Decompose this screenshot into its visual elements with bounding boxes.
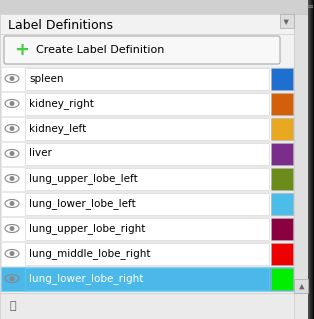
Bar	[271, 143, 293, 165]
Text: liver: liver	[29, 149, 52, 159]
Text: ◀: ◀	[298, 283, 304, 289]
Circle shape	[9, 126, 14, 131]
Circle shape	[9, 226, 14, 231]
Text: kidney_left: kidney_left	[29, 123, 86, 134]
Text: lung_upper_lobe_left: lung_upper_lobe_left	[29, 173, 138, 184]
Bar	[271, 218, 293, 240]
Bar	[1, 92, 293, 115]
Circle shape	[9, 201, 14, 206]
Bar	[271, 167, 293, 189]
Text: lung_middle_lobe_right: lung_middle_lobe_right	[29, 248, 150, 259]
Text: ≡: ≡	[306, 3, 313, 11]
Bar	[1, 266, 293, 291]
Bar	[271, 242, 293, 264]
Bar	[1, 167, 293, 190]
Text: +: +	[14, 41, 30, 59]
Text: ◀: ◀	[284, 18, 290, 24]
Text: lung_lower_lobe_right: lung_lower_lobe_right	[29, 273, 143, 284]
Bar	[1, 191, 293, 216]
Bar	[25, 242, 269, 264]
Bar	[25, 68, 269, 90]
Bar	[25, 117, 269, 139]
Bar	[1, 217, 293, 241]
Bar	[294, 14, 308, 293]
Text: lung_upper_lobe_right: lung_upper_lobe_right	[29, 223, 145, 234]
Text: Create Label Definition: Create Label Definition	[36, 45, 164, 55]
Bar	[25, 143, 269, 165]
Bar	[0, 14, 294, 293]
Circle shape	[9, 276, 14, 281]
Bar	[25, 93, 269, 115]
Text: ⏮: ⏮	[10, 301, 17, 311]
Bar	[25, 167, 269, 189]
Bar	[25, 218, 269, 240]
Circle shape	[9, 176, 14, 181]
Circle shape	[9, 76, 14, 81]
Bar	[25, 268, 269, 290]
Text: lung_lower_lobe_left: lung_lower_lobe_left	[29, 198, 136, 209]
Bar	[0, 293, 294, 319]
Bar	[271, 93, 293, 115]
FancyBboxPatch shape	[4, 36, 280, 64]
Text: kidney_right: kidney_right	[29, 98, 94, 109]
Circle shape	[9, 251, 14, 256]
Bar	[271, 117, 293, 139]
Bar	[1, 241, 293, 265]
Bar	[1, 116, 293, 140]
Bar	[1, 66, 293, 91]
Text: Label Definitions: Label Definitions	[8, 19, 113, 32]
Bar	[271, 268, 293, 290]
Bar	[0, 0, 314, 14]
Bar	[294, 279, 308, 293]
Bar	[271, 68, 293, 90]
Circle shape	[9, 151, 14, 156]
Bar	[25, 192, 269, 214]
Bar	[1, 142, 293, 166]
Text: spleen: spleen	[29, 73, 63, 84]
Bar	[280, 14, 294, 28]
Bar	[271, 192, 293, 214]
Circle shape	[9, 101, 14, 106]
